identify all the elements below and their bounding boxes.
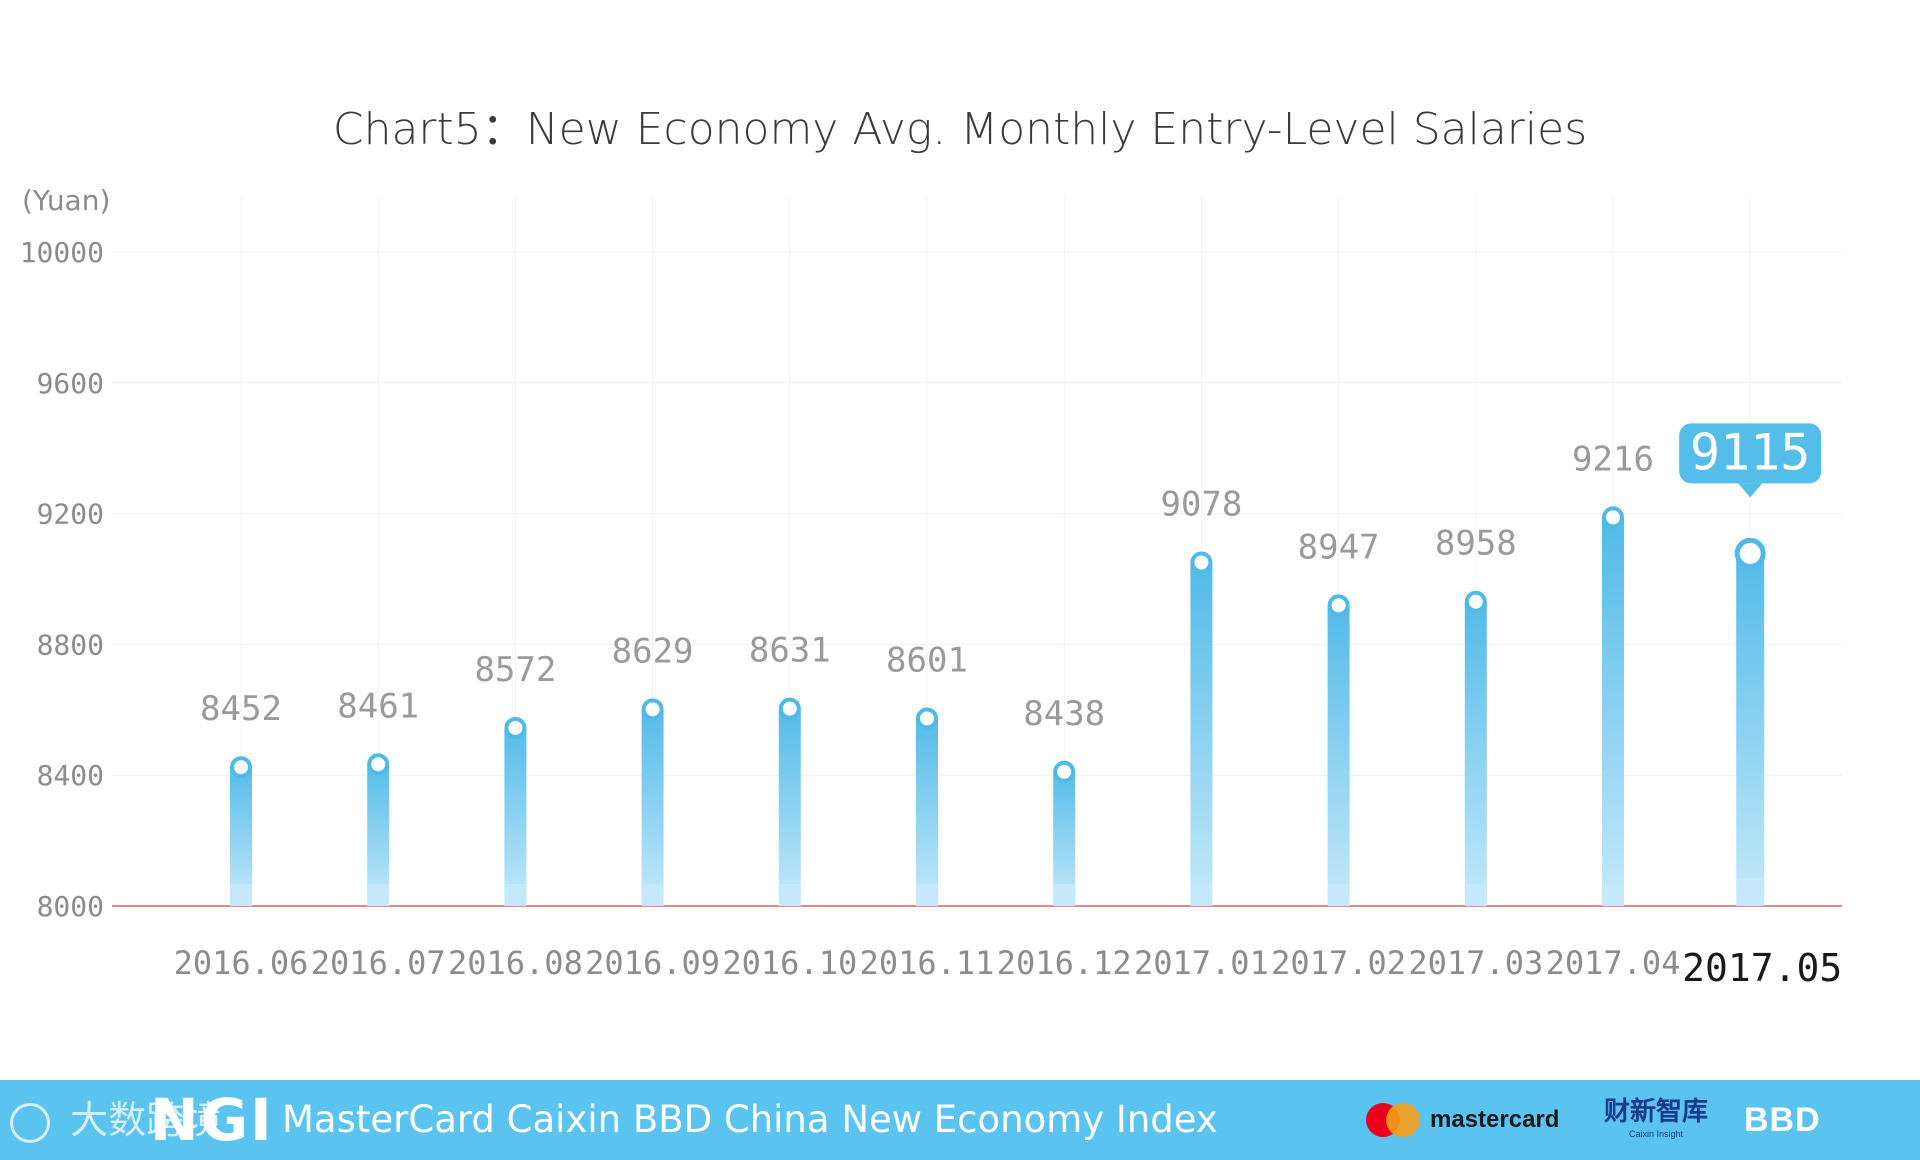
- bar-base-2017.05: [1736, 878, 1765, 906]
- footer-bar: NGI MasterCard Caixin BBD China New Econ…: [0, 1080, 1920, 1160]
- data-label-2016.07: 8461: [337, 686, 419, 726]
- bar-marker-2017.03: [1464, 590, 1487, 613]
- watermark-text: 大数跨境: [70, 1098, 223, 1142]
- data-label-2016.12: 8438: [1023, 694, 1105, 734]
- bar-marker-2016.10: [778, 697, 801, 720]
- bar-base-2016.10: [778, 884, 801, 906]
- chart-svg: Chart5：New Economy Avg. Monthly Entry-Le…: [20, 104, 1843, 990]
- ngi-logo: NGI: [150, 1086, 274, 1154]
- callout-box: [1679, 423, 1822, 484]
- bars: [230, 506, 1766, 906]
- bar-marker-2017.01: [1190, 551, 1213, 574]
- x-tick-label: 2016.10: [722, 944, 857, 982]
- watermark-logo-icon: [10, 1102, 50, 1143]
- bar-2016.11: [916, 709, 938, 906]
- x-tick-label: 2016.09: [585, 944, 720, 982]
- bar-base-2016.06: [230, 884, 252, 906]
- x-tick-label: 2016.12: [997, 944, 1132, 982]
- y-tick-label: 9600: [37, 367, 104, 400]
- bar-marker-2016.07: [367, 753, 390, 776]
- x-tick-label: 2017.01: [1134, 944, 1269, 982]
- bar-2016.09: [641, 700, 664, 906]
- caixin-sub-text: Caixin Insight: [1628, 1129, 1684, 1139]
- y-tick-label: 8400: [37, 759, 104, 792]
- bar-marker-2017.02: [1327, 594, 1350, 617]
- caixin-logo: 财新智库 Caixin Insight: [1604, 1096, 1708, 1144]
- bar-marker-2017.04: [1602, 506, 1624, 529]
- bar-2016.12: [1053, 762, 1076, 906]
- bar-2016.08: [504, 718, 527, 906]
- footer-title: MasterCard Caixin BBD China New Economy …: [282, 1098, 1218, 1141]
- x-tick-label: 2016.08: [448, 944, 583, 982]
- bar-2017.03: [1464, 592, 1487, 906]
- mastercard-logo-icon: [1366, 1100, 1426, 1140]
- bar-base-2016.11: [916, 884, 938, 906]
- data-label-2017.03: 8958: [1435, 524, 1517, 564]
- bar-2016.10: [778, 699, 801, 906]
- bar-base-2017.04: [1602, 884, 1624, 906]
- bar-base-2016.08: [504, 884, 527, 906]
- x-tick-label: 2016.06: [174, 944, 309, 982]
- bar-marker-2016.09: [641, 698, 664, 721]
- y-axis-ticks: 8000 8400 8800 9200 9600 10000: [20, 236, 104, 923]
- x-tick-label: 2016.07: [311, 944, 446, 982]
- bar-base-2017.03: [1464, 884, 1487, 906]
- bar-marker-2017.05: [1734, 537, 1766, 569]
- bar-base-2016.09: [641, 884, 664, 906]
- bar-marker-2016.08: [504, 716, 527, 739]
- data-label-2016.09: 8629: [612, 631, 694, 671]
- data-labels: 8452 8461 8572 8629 8631 8601 8438 9078 8947 8958…: [200, 423, 1822, 734]
- y-tick-label: 9200: [37, 498, 104, 531]
- data-label-2016.08: 8572: [474, 650, 556, 690]
- bar-2016.06: [230, 758, 252, 906]
- mastercard-text: mastercard: [1430, 1106, 1560, 1133]
- x-tick-label: 2017.02: [1271, 944, 1406, 982]
- data-label-2017.01: 9078: [1160, 484, 1242, 524]
- bar-2017.02: [1327, 596, 1350, 906]
- bar-2017.05: [1736, 541, 1765, 906]
- bar-2017.04: [1602, 508, 1624, 906]
- chart-title: Chart5：New Economy Avg. Monthly Entry-Le…: [333, 104, 1587, 155]
- callout-pointer: [1738, 483, 1763, 498]
- data-label-2016.06: 8452: [200, 689, 282, 729]
- watermark: 大数跨境: [10, 1095, 222, 1145]
- data-label-2016.11: 8601: [886, 640, 968, 680]
- mastercard-yellow-circle-icon: [1386, 1103, 1420, 1137]
- callout-value-label: 9115: [1690, 423, 1810, 481]
- y-tick-label: 8800: [37, 628, 104, 661]
- x-tick-label: 2017.05: [1682, 946, 1842, 990]
- x-tick-label: 2017.04: [1546, 944, 1681, 982]
- x-axis-ticks: 2016.06 2016.07 2016.08 2016.09 2016.10 2016.…: [174, 944, 1843, 990]
- x-tick-label: 2016.11: [860, 944, 995, 982]
- x-tick-label: 2017.03: [1408, 944, 1543, 982]
- caixin-text: 财新智库: [1604, 1097, 1709, 1127]
- bar-base-2017.01: [1190, 884, 1213, 906]
- bar-base-2017.02: [1327, 884, 1350, 906]
- bar-2016.07: [367, 755, 390, 906]
- bar-base-2016.12: [1053, 884, 1076, 906]
- bbd-logo: BBD: [1744, 1101, 1821, 1139]
- data-label-2017.04: 9216: [1572, 439, 1654, 479]
- data-label-2016.10: 8631: [749, 631, 831, 671]
- bar-marker-2016.12: [1053, 760, 1076, 783]
- bar-base-2016.07: [367, 884, 390, 906]
- data-label-2017.02: 8947: [1298, 527, 1380, 567]
- bar-marker-2016.06: [230, 756, 252, 779]
- y-unit-label: (Yuan): [22, 184, 110, 217]
- bar-marker-2016.11: [916, 707, 938, 730]
- y-tick-label: 8000: [37, 890, 104, 923]
- y-tick-label: 10000: [20, 236, 104, 269]
- bar-2017.01: [1190, 553, 1213, 906]
